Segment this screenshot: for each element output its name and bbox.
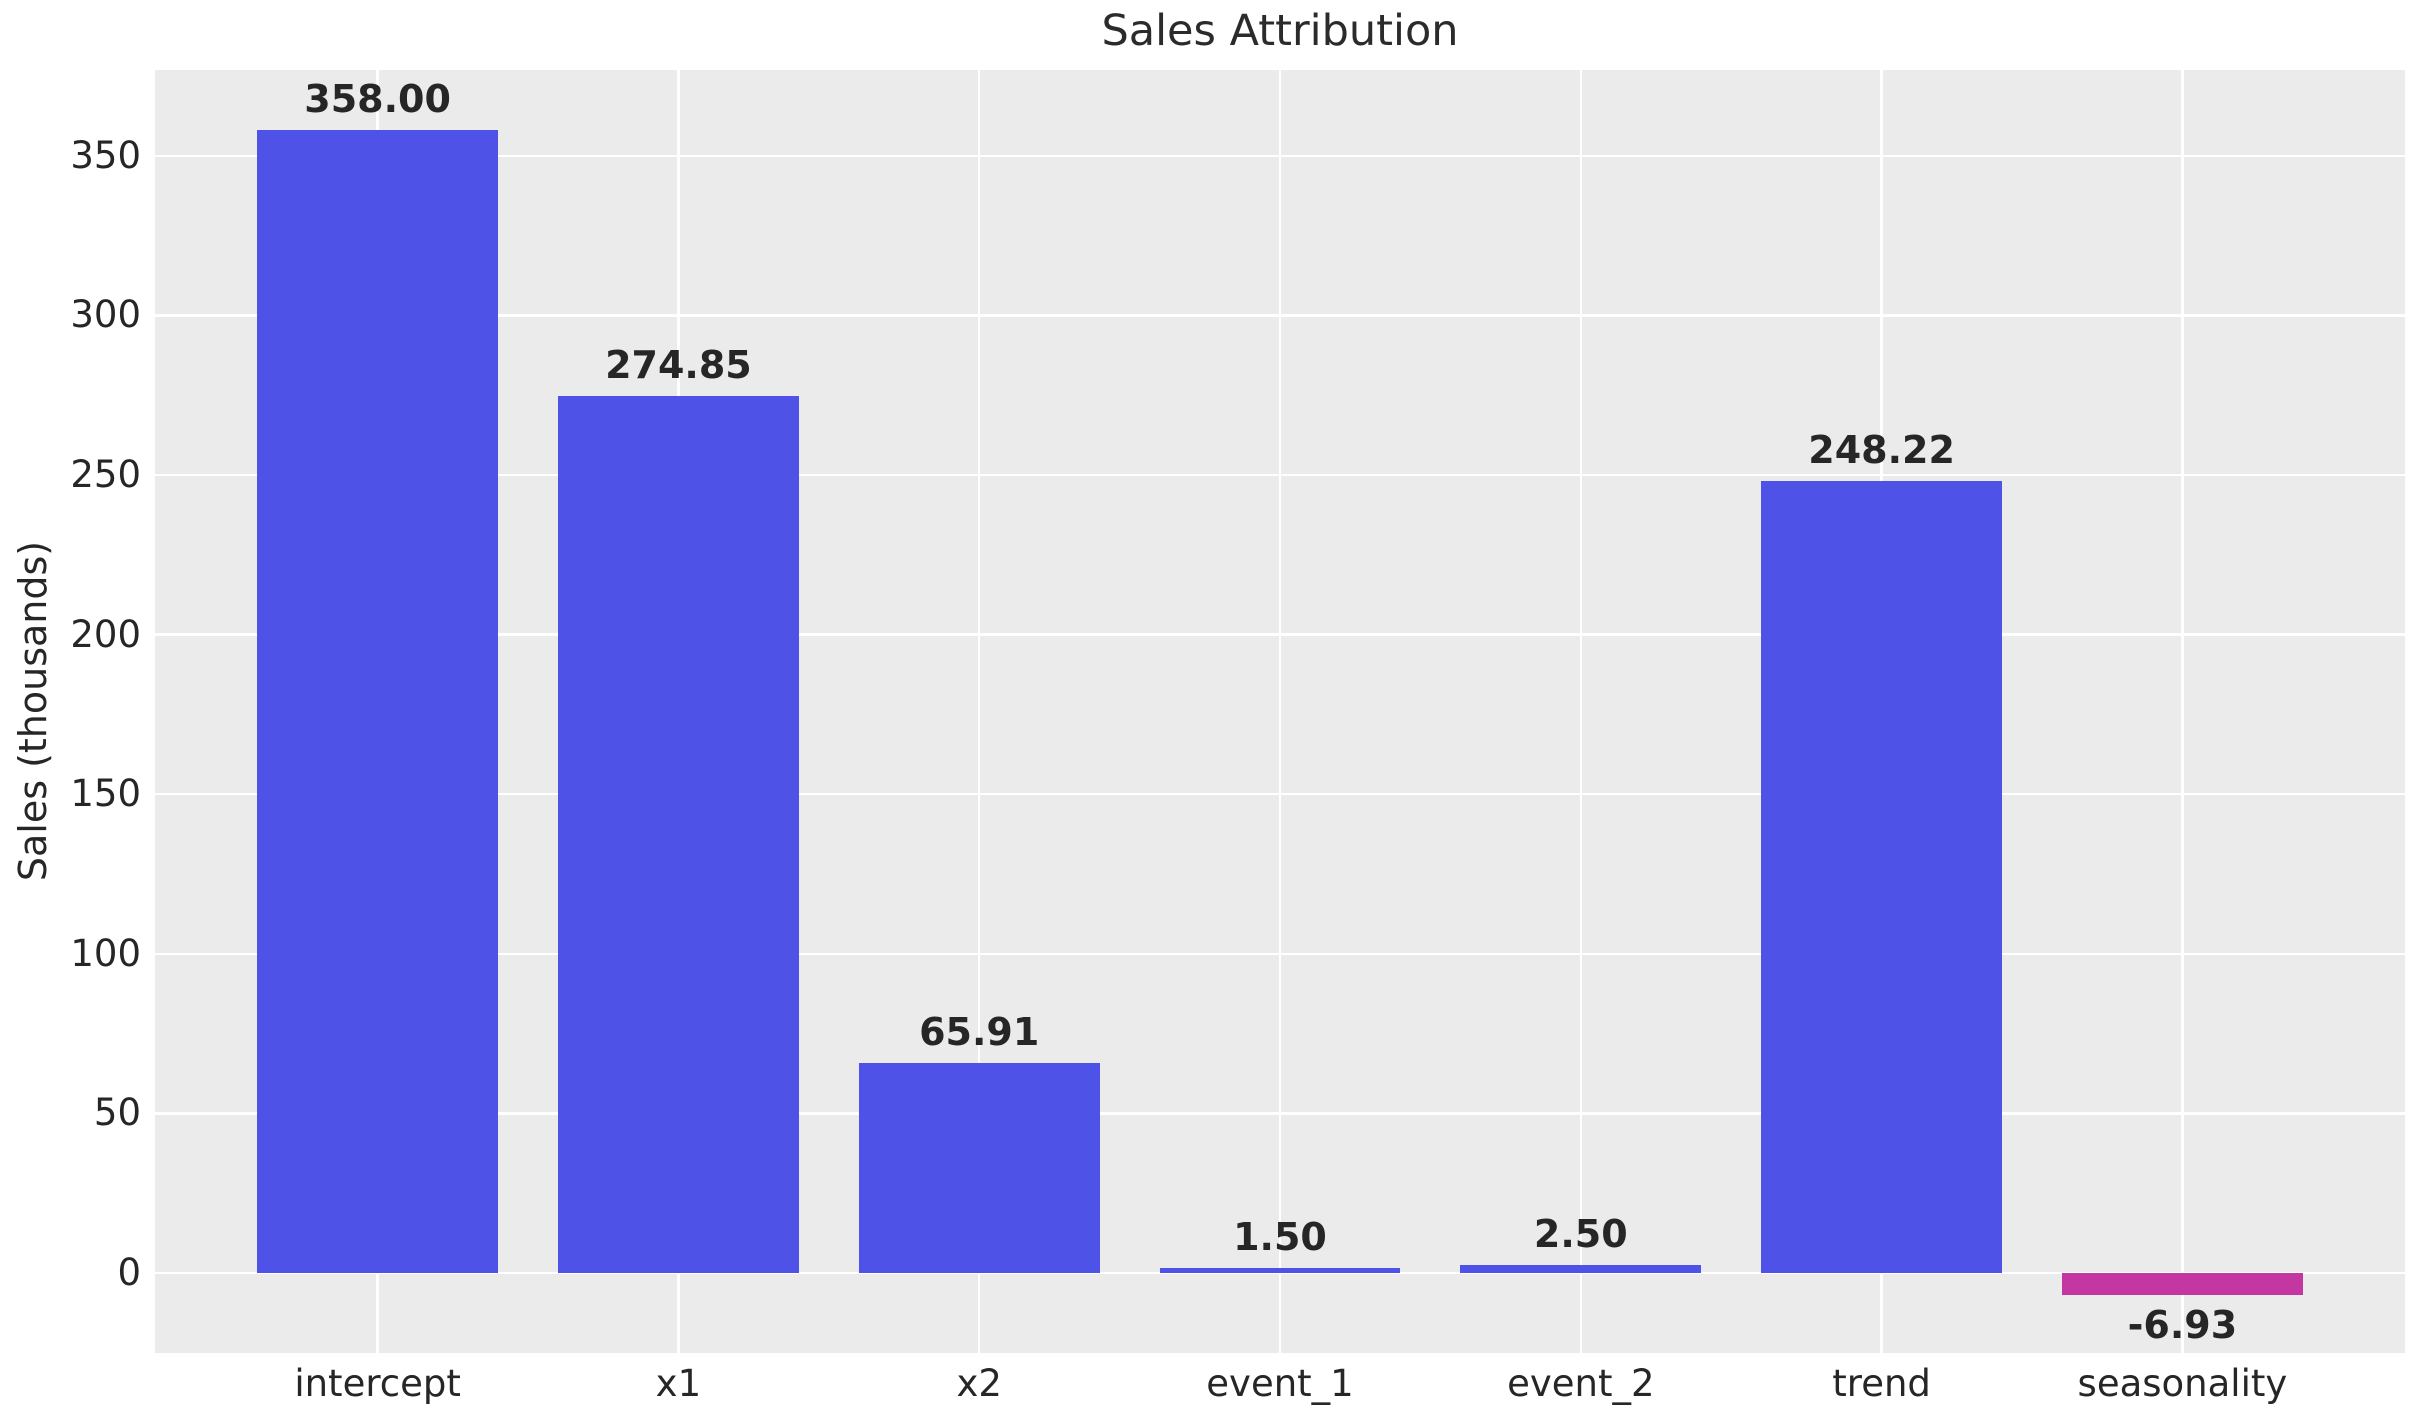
gridline-x-event_1: [1278, 70, 1282, 1353]
chart-title: Sales Attribution: [1101, 6, 1459, 56]
x-tick-label-intercept: intercept: [294, 1362, 461, 1405]
y-tick-label-0: 0: [117, 1250, 141, 1294]
gridline-x-event_2: [1579, 70, 1582, 1353]
bar-event_1: [1159, 1268, 1401, 1273]
bar-x1: [558, 395, 799, 1273]
y-tick-label-150: 150: [70, 772, 141, 816]
y-tick-label-100: 100: [70, 931, 141, 975]
x-tick-label-event_2: event_2: [1507, 1362, 1655, 1405]
y-tick-label-200: 200: [70, 612, 141, 656]
x-tick-label-trend: trend: [1832, 1362, 1931, 1405]
y-tick-label-250: 250: [70, 453, 141, 496]
gridline-x-seasonality: [2181, 70, 2184, 1353]
y-axis-label: Sales (thousands): [11, 540, 55, 882]
y-tick-label-300: 300: [70, 293, 141, 337]
gridline-x-x2: [977, 70, 981, 1353]
y-tick-label-350: 350: [70, 133, 141, 177]
bar-event_2: [1460, 1264, 1702, 1273]
x-tick-label-seasonality: seasonality: [2077, 1362, 2288, 1405]
y-tick-label-50: 50: [93, 1091, 141, 1135]
bar-x2: [858, 1062, 1100, 1273]
bar-intercept: [257, 130, 498, 1273]
bar-trend: [1761, 480, 2002, 1273]
x-tick-label-x1: x1: [655, 1362, 702, 1405]
bar-seasonality: [2062, 1272, 2303, 1295]
x-tick-label-x2: x2: [956, 1362, 1002, 1405]
x-tick-label-event_1: event_1: [1206, 1362, 1354, 1405]
plot-area: [155, 70, 2405, 1353]
